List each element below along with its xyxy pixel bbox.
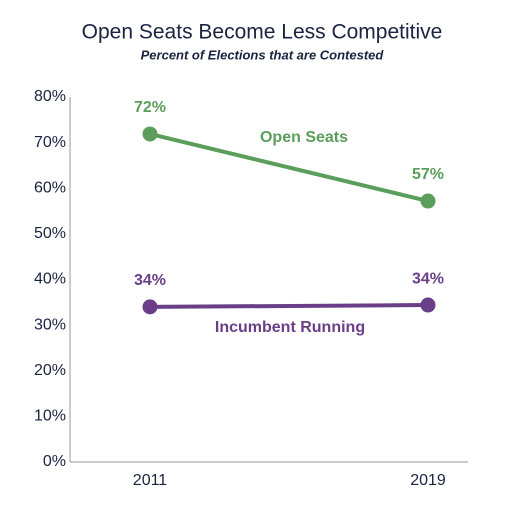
series-line [149, 132, 429, 203]
y-tick-label: 60% [34, 179, 66, 196]
data-point [142, 299, 158, 315]
x-tick-label: 2019 [410, 472, 446, 489]
data-point [420, 297, 436, 313]
series-label: Open Seats [260, 129, 348, 146]
data-label: 34% [412, 270, 444, 287]
y-tick-label: 80% [34, 88, 66, 105]
y-tick-label: 30% [34, 316, 66, 333]
y-tick-label: 0% [43, 453, 66, 470]
y-tick-label: 20% [34, 362, 66, 379]
data-label: 57% [412, 166, 444, 183]
chart-subtitle: Percent of Elections that are Contested [141, 47, 385, 62]
y-tick-label: 40% [34, 271, 66, 288]
data-point [142, 126, 158, 142]
data-point [420, 193, 436, 209]
y-tick-label: 50% [34, 225, 66, 242]
data-label: 34% [134, 272, 166, 289]
series-line [149, 303, 429, 309]
chart-title: Open Seats Become Less Competitive [82, 21, 443, 44]
y-tick-label: 10% [34, 408, 66, 425]
data-label: 72% [134, 99, 166, 116]
y-tick-label: 70% [34, 134, 66, 151]
x-tick-label: 2011 [133, 472, 168, 489]
series-label: Incumbent Running [215, 319, 365, 336]
